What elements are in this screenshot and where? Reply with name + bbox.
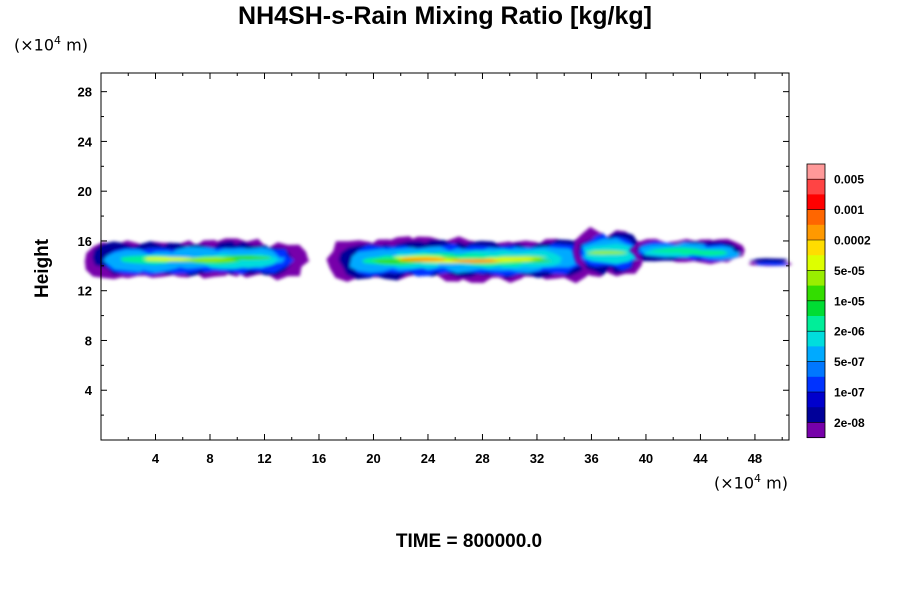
- colorbar-swatch: [807, 194, 825, 211]
- x-tick-label: 40: [639, 451, 653, 466]
- x-tick-label: 44: [693, 451, 708, 466]
- colorbar-swatch: [807, 240, 825, 256]
- plot-frame: [100, 72, 790, 441]
- y-tick-label: 8: [85, 333, 92, 348]
- colorbar-swatch: [807, 331, 825, 347]
- x-tick-label: 20: [366, 451, 380, 466]
- cloud-contour: [399, 257, 447, 262]
- colorbar-swatch: [807, 316, 825, 332]
- colorbar-swatch: [807, 285, 825, 302]
- colorbar-swatch: [807, 255, 825, 271]
- x-unit-label: (×104 m): [714, 472, 788, 493]
- colorbar-swatch: [807, 422, 825, 439]
- colorbar-label: 5e-07: [834, 355, 865, 369]
- cloud-contour: [748, 258, 789, 263]
- cloud-contour: [142, 257, 193, 261]
- y-unit-label: (×104 m): [14, 34, 88, 55]
- colorbar-label: 2e-08: [834, 416, 865, 430]
- colorbar-swatch: [807, 164, 825, 180]
- cloud-band: [326, 236, 597, 284]
- colorbar-swatch: [807, 407, 825, 423]
- colorbar: 0.005 0.001 0.0002 5e-05 1e-05 2e-06 5e-07 1e-0…: [806, 163, 871, 439]
- cloud-contour: [678, 249, 730, 256]
- colorbar-swatch: [807, 270, 825, 287]
- cloud-band: [84, 238, 310, 281]
- y-tick-label: 28: [78, 85, 92, 100]
- x-tick-label: 48: [748, 451, 762, 466]
- cloud-contour: [187, 257, 236, 262]
- chart-title: NH4SH-s-Rain Mixing Ratio [kg/kg]: [238, 2, 652, 30]
- colorbar-swatch: [807, 376, 825, 393]
- y-tick-label: 24: [78, 134, 93, 149]
- x-tick-label: 12: [257, 451, 271, 466]
- colorbar-label: 5e-05: [834, 264, 865, 278]
- cloud-band: [628, 238, 746, 265]
- colorbar-swatch: [807, 224, 825, 241]
- cloud-band: [748, 258, 793, 267]
- y-tick-label: 12: [78, 284, 92, 299]
- cloud-contour: [449, 259, 502, 264]
- colorbar-swatch: [807, 300, 825, 317]
- cloud-contour: [586, 250, 629, 255]
- y-tick-label: 16: [78, 234, 92, 249]
- colorbar-swatch: [807, 179, 825, 195]
- cloud-band: [572, 226, 644, 277]
- x-tick-label: 28: [475, 451, 489, 466]
- colorbar-label: 0.005: [834, 173, 864, 187]
- y-tick-label: 4: [85, 383, 93, 398]
- x-tick-label: 16: [312, 451, 326, 466]
- colorbar-label: 1e-07: [834, 386, 865, 400]
- cloud-field: [84, 226, 793, 284]
- x-tick-label: 32: [530, 451, 544, 466]
- time-label: TIME = 800000.0: [395, 531, 543, 552]
- colorbar-label: 2e-06: [834, 325, 865, 339]
- x-tick-label: 8: [206, 451, 213, 466]
- y-tick-label: 20: [78, 184, 92, 199]
- x-tick-label: 24: [421, 451, 436, 466]
- x-tick-label: 36: [584, 451, 598, 466]
- colorbar-swatch: [807, 392, 825, 408]
- colorbar-label: 0.001: [834, 203, 864, 217]
- colorbar-swatch: [807, 346, 825, 363]
- cloud-contour: [754, 262, 789, 266]
- x-tick-label: 4: [152, 451, 160, 466]
- cloud-contour: [219, 255, 272, 260]
- colorbar-swatch: [807, 209, 825, 226]
- colorbar-label: 0.0002: [834, 234, 871, 248]
- colorbar-swatch: [807, 361, 825, 378]
- colorbar-label: 1e-05: [834, 294, 865, 308]
